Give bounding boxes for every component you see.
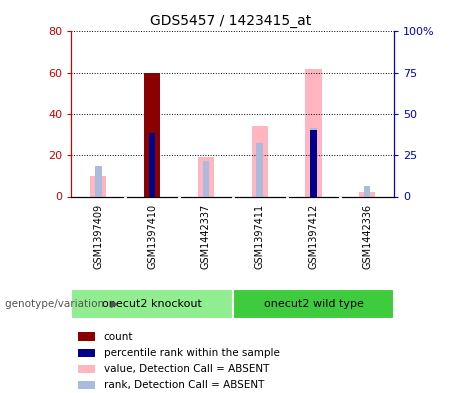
Text: genotype/variation  ▶: genotype/variation ▶ (5, 299, 118, 309)
Bar (305, 68, 321, 196)
Text: GSM1397411: GSM1397411 (254, 204, 265, 269)
Text: GSM1397409: GSM1397409 (93, 204, 103, 269)
Text: GDS5457 / 1423415_at: GDS5457 / 1423415_at (150, 14, 311, 28)
Bar (71, 288, 233, 319)
Bar (310, 130, 317, 196)
Bar (256, 143, 263, 196)
Bar (364, 186, 371, 196)
Text: GSM1397412: GSM1397412 (308, 204, 319, 269)
Text: value, Detection Call = ABSENT: value, Detection Call = ABSENT (104, 364, 269, 374)
Bar (359, 192, 375, 196)
Text: onecut2 knockout: onecut2 knockout (102, 299, 202, 309)
Text: percentile rank within the sample: percentile rank within the sample (104, 348, 280, 358)
Bar (233, 288, 394, 319)
Text: onecut2 wild type: onecut2 wild type (264, 299, 363, 309)
Text: rank, Detection Call = ABSENT: rank, Detection Call = ABSENT (104, 380, 264, 390)
Bar (198, 157, 214, 196)
Bar (78, 349, 95, 357)
Bar (310, 129, 317, 196)
Bar (95, 165, 101, 196)
Bar (203, 162, 209, 196)
Bar (90, 176, 106, 196)
Text: GSM1442336: GSM1442336 (362, 204, 372, 269)
Bar (144, 73, 160, 196)
Bar (78, 365, 95, 373)
Text: GSM1397410: GSM1397410 (147, 204, 157, 269)
Text: GSM1442337: GSM1442337 (201, 204, 211, 269)
Bar (78, 332, 95, 341)
Bar (78, 380, 95, 389)
Bar (149, 132, 155, 196)
Text: count: count (104, 332, 133, 342)
Bar (252, 127, 268, 196)
